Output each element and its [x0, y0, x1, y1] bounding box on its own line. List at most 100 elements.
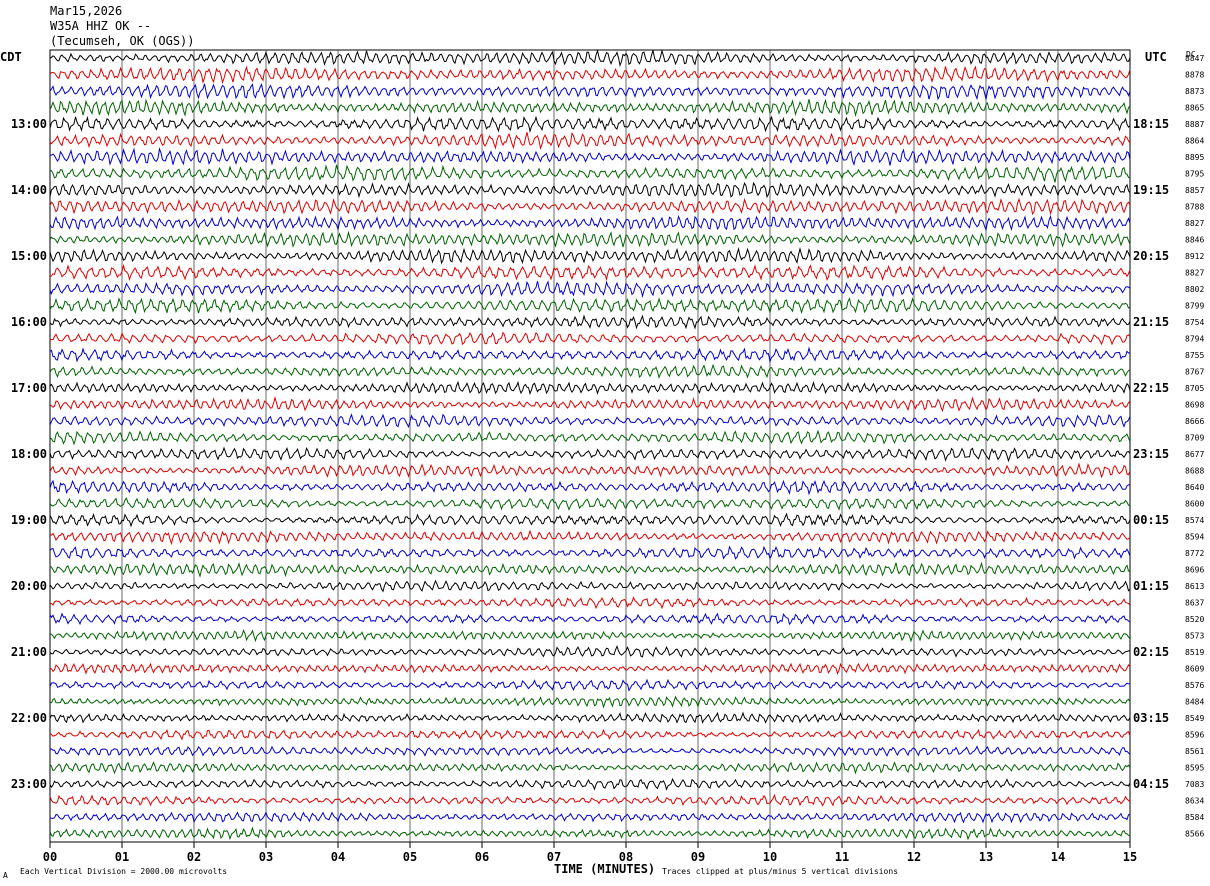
trace-line: [49, 446, 1131, 463]
dc-offset-label: 8520: [1185, 615, 1204, 624]
dc-offset-label: 8519: [1185, 648, 1204, 657]
trace-line: [49, 82, 1131, 101]
dc-offset-label: 8613: [1185, 582, 1204, 591]
dc-offset-label: 8640: [1185, 483, 1204, 492]
x-tick-label: 09: [691, 850, 705, 864]
dc-offset-label: 8873: [1185, 87, 1204, 96]
scale-note: Each Vertical Division = 2000.00 microvo…: [20, 867, 228, 876]
left-hour-label: 22:00: [11, 711, 47, 725]
dc-offset-label: 8709: [1185, 434, 1204, 443]
right-hour-label: 20:15: [1133, 249, 1169, 263]
left-hour-label: 15:00: [11, 249, 47, 263]
right-hour-label: 18:15: [1133, 117, 1169, 131]
right-timezone: UTC: [1145, 50, 1167, 64]
trace-line: [49, 745, 1131, 757]
x-tick-label: 08: [619, 850, 633, 864]
plot-date: Mar15,2026: [50, 4, 123, 18]
trace-line: [49, 413, 1131, 429]
x-tick-label: 13: [979, 850, 993, 864]
dc-offset-label: 8696: [1185, 566, 1204, 575]
dc-offset-label: 8755: [1185, 351, 1204, 360]
x-tick-label: 12: [907, 850, 921, 864]
trace-line: [49, 395, 1131, 413]
dc-offset-label: 8634: [1185, 797, 1204, 806]
trace-line: [49, 363, 1131, 380]
left-hour-label: 18:00: [11, 447, 47, 461]
right-hour-label: 23:15: [1133, 447, 1169, 461]
trace-line: [49, 777, 1131, 791]
trace-line: [49, 479, 1131, 496]
dc-offset-label: 8561: [1185, 747, 1204, 756]
trace-line: [49, 462, 1131, 479]
trace-line: [49, 164, 1131, 183]
dc-offset-label: 8574: [1185, 516, 1204, 525]
right-hour-label: 04:15: [1133, 777, 1169, 791]
trace-line: [49, 545, 1131, 560]
dc-offset-label: 8846: [1185, 236, 1204, 245]
x-tick-label: 01: [115, 850, 129, 864]
left-hour-label: 14:00: [11, 183, 47, 197]
trace-line: [49, 280, 1131, 298]
trace-line: [49, 826, 1131, 841]
dc-offset-label: 8864: [1185, 137, 1204, 146]
x-tick-label: 00: [43, 850, 57, 864]
trace-line: [49, 728, 1131, 741]
trace-line: [49, 695, 1131, 709]
dc-offset-label: 8767: [1185, 368, 1204, 377]
trace-line: [49, 529, 1131, 546]
x-tick-label: 02: [187, 850, 201, 864]
dc-offset-label: 8795: [1185, 170, 1204, 179]
plot-frame: [49, 49, 1131, 843]
trace-line: [49, 197, 1131, 216]
dc-offset-label: 8594: [1185, 533, 1204, 542]
left-hour-label: 19:00: [11, 513, 47, 527]
x-tick-label: 14: [1051, 850, 1065, 864]
dc-offset-label: 8827: [1185, 269, 1204, 278]
dc-offset-label: 8576: [1185, 681, 1204, 690]
trace-line: [49, 711, 1131, 724]
trace-line: [49, 429, 1131, 446]
x-tick-label: 06: [475, 850, 489, 864]
dc-offset-label: 8666: [1185, 417, 1204, 426]
dc-offset-label: 8573: [1185, 632, 1204, 641]
trace-line: [49, 346, 1130, 364]
dc-offset-label: 8802: [1185, 285, 1204, 294]
dc-offset-label: 8912: [1185, 252, 1204, 261]
trace-line: [49, 98, 1131, 118]
dc-offset-label: 8772: [1185, 549, 1204, 558]
left-timezone: CDT: [0, 50, 22, 64]
dc-offset-label: 8788: [1185, 203, 1204, 212]
dc-offset-label: 8698: [1185, 401, 1204, 410]
dc-offset-label: 8857: [1185, 186, 1204, 195]
location-label: (Tecumseh, OK (OGS)): [50, 34, 195, 48]
dc-offset-label: 8847: [1185, 54, 1204, 63]
x-tick-label: 05: [403, 850, 417, 864]
right-hour-label: 19:15: [1133, 183, 1169, 197]
dc-offset-label: 8484: [1185, 698, 1204, 707]
dc-offset-label: 8887: [1185, 120, 1204, 129]
trace-line: [49, 49, 1131, 68]
dc-offset-label: 8865: [1185, 104, 1204, 113]
trace-line: [49, 314, 1131, 330]
dc-offset-label: 8794: [1185, 335, 1204, 344]
trace-line: [49, 662, 1131, 675]
dc-offset-label: 8584: [1185, 813, 1204, 822]
dc-offset-label: 8799: [1185, 302, 1204, 311]
dc-offset-label: 8600: [1185, 500, 1204, 509]
trace-line: [49, 246, 1131, 265]
x-tick-label: 03: [259, 850, 273, 864]
x-axis-label: TIME (MINUTES): [554, 862, 656, 876]
trace-line: [49, 579, 1131, 593]
dc-offset-label: 8637: [1185, 599, 1204, 608]
trace-line: [49, 678, 1130, 692]
trace-line: [49, 644, 1131, 658]
trace-line: [49, 65, 1131, 85]
dc-offset-label: 8609: [1185, 665, 1204, 674]
dc-offset-label: 8688: [1185, 467, 1204, 476]
x-tick-label: 04: [331, 850, 345, 864]
dc-offset-label: 8566: [1185, 830, 1204, 839]
trace-line: [49, 497, 1131, 512]
trace-line: [49, 331, 1131, 346]
dc-offset-label: 8754: [1185, 318, 1204, 327]
